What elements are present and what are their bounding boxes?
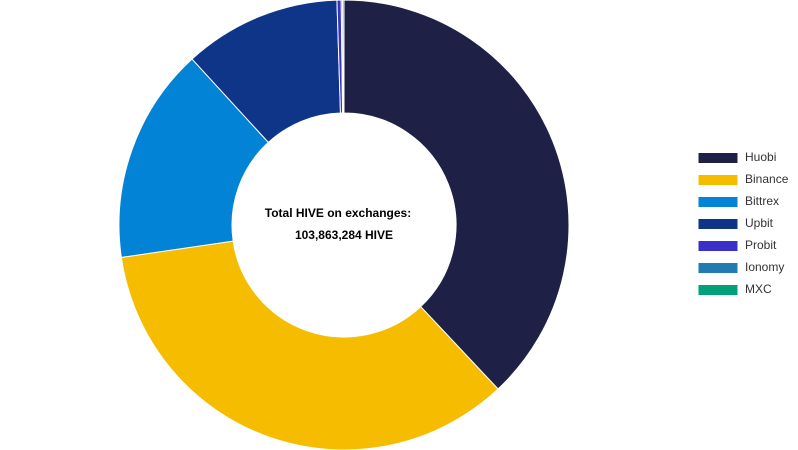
legend-swatch (697, 284, 739, 296)
center-title: Total HIVE on exchanges: (265, 206, 411, 220)
legend-swatch (697, 152, 739, 164)
center-value: 103,863,284 HIVE (295, 228, 393, 242)
legend-label: Probit (745, 238, 777, 252)
legend-swatch (697, 196, 739, 208)
legend-swatch (697, 240, 739, 252)
slice (343, 0, 570, 390)
slice (120, 240, 499, 450)
slice (342, 0, 345, 114)
legend-label: Bittrex (745, 194, 779, 208)
legend-label: Ionomy (745, 260, 784, 274)
legend-label: Binance (745, 172, 789, 186)
legend-swatch (697, 262, 739, 274)
legend-swatch (697, 174, 739, 186)
slice (118, 58, 270, 258)
legend-label: Huobi (745, 150, 776, 164)
legend-swatch (697, 218, 739, 230)
legend-label: MXC (745, 282, 772, 296)
legend-label: Upbit (745, 216, 774, 230)
